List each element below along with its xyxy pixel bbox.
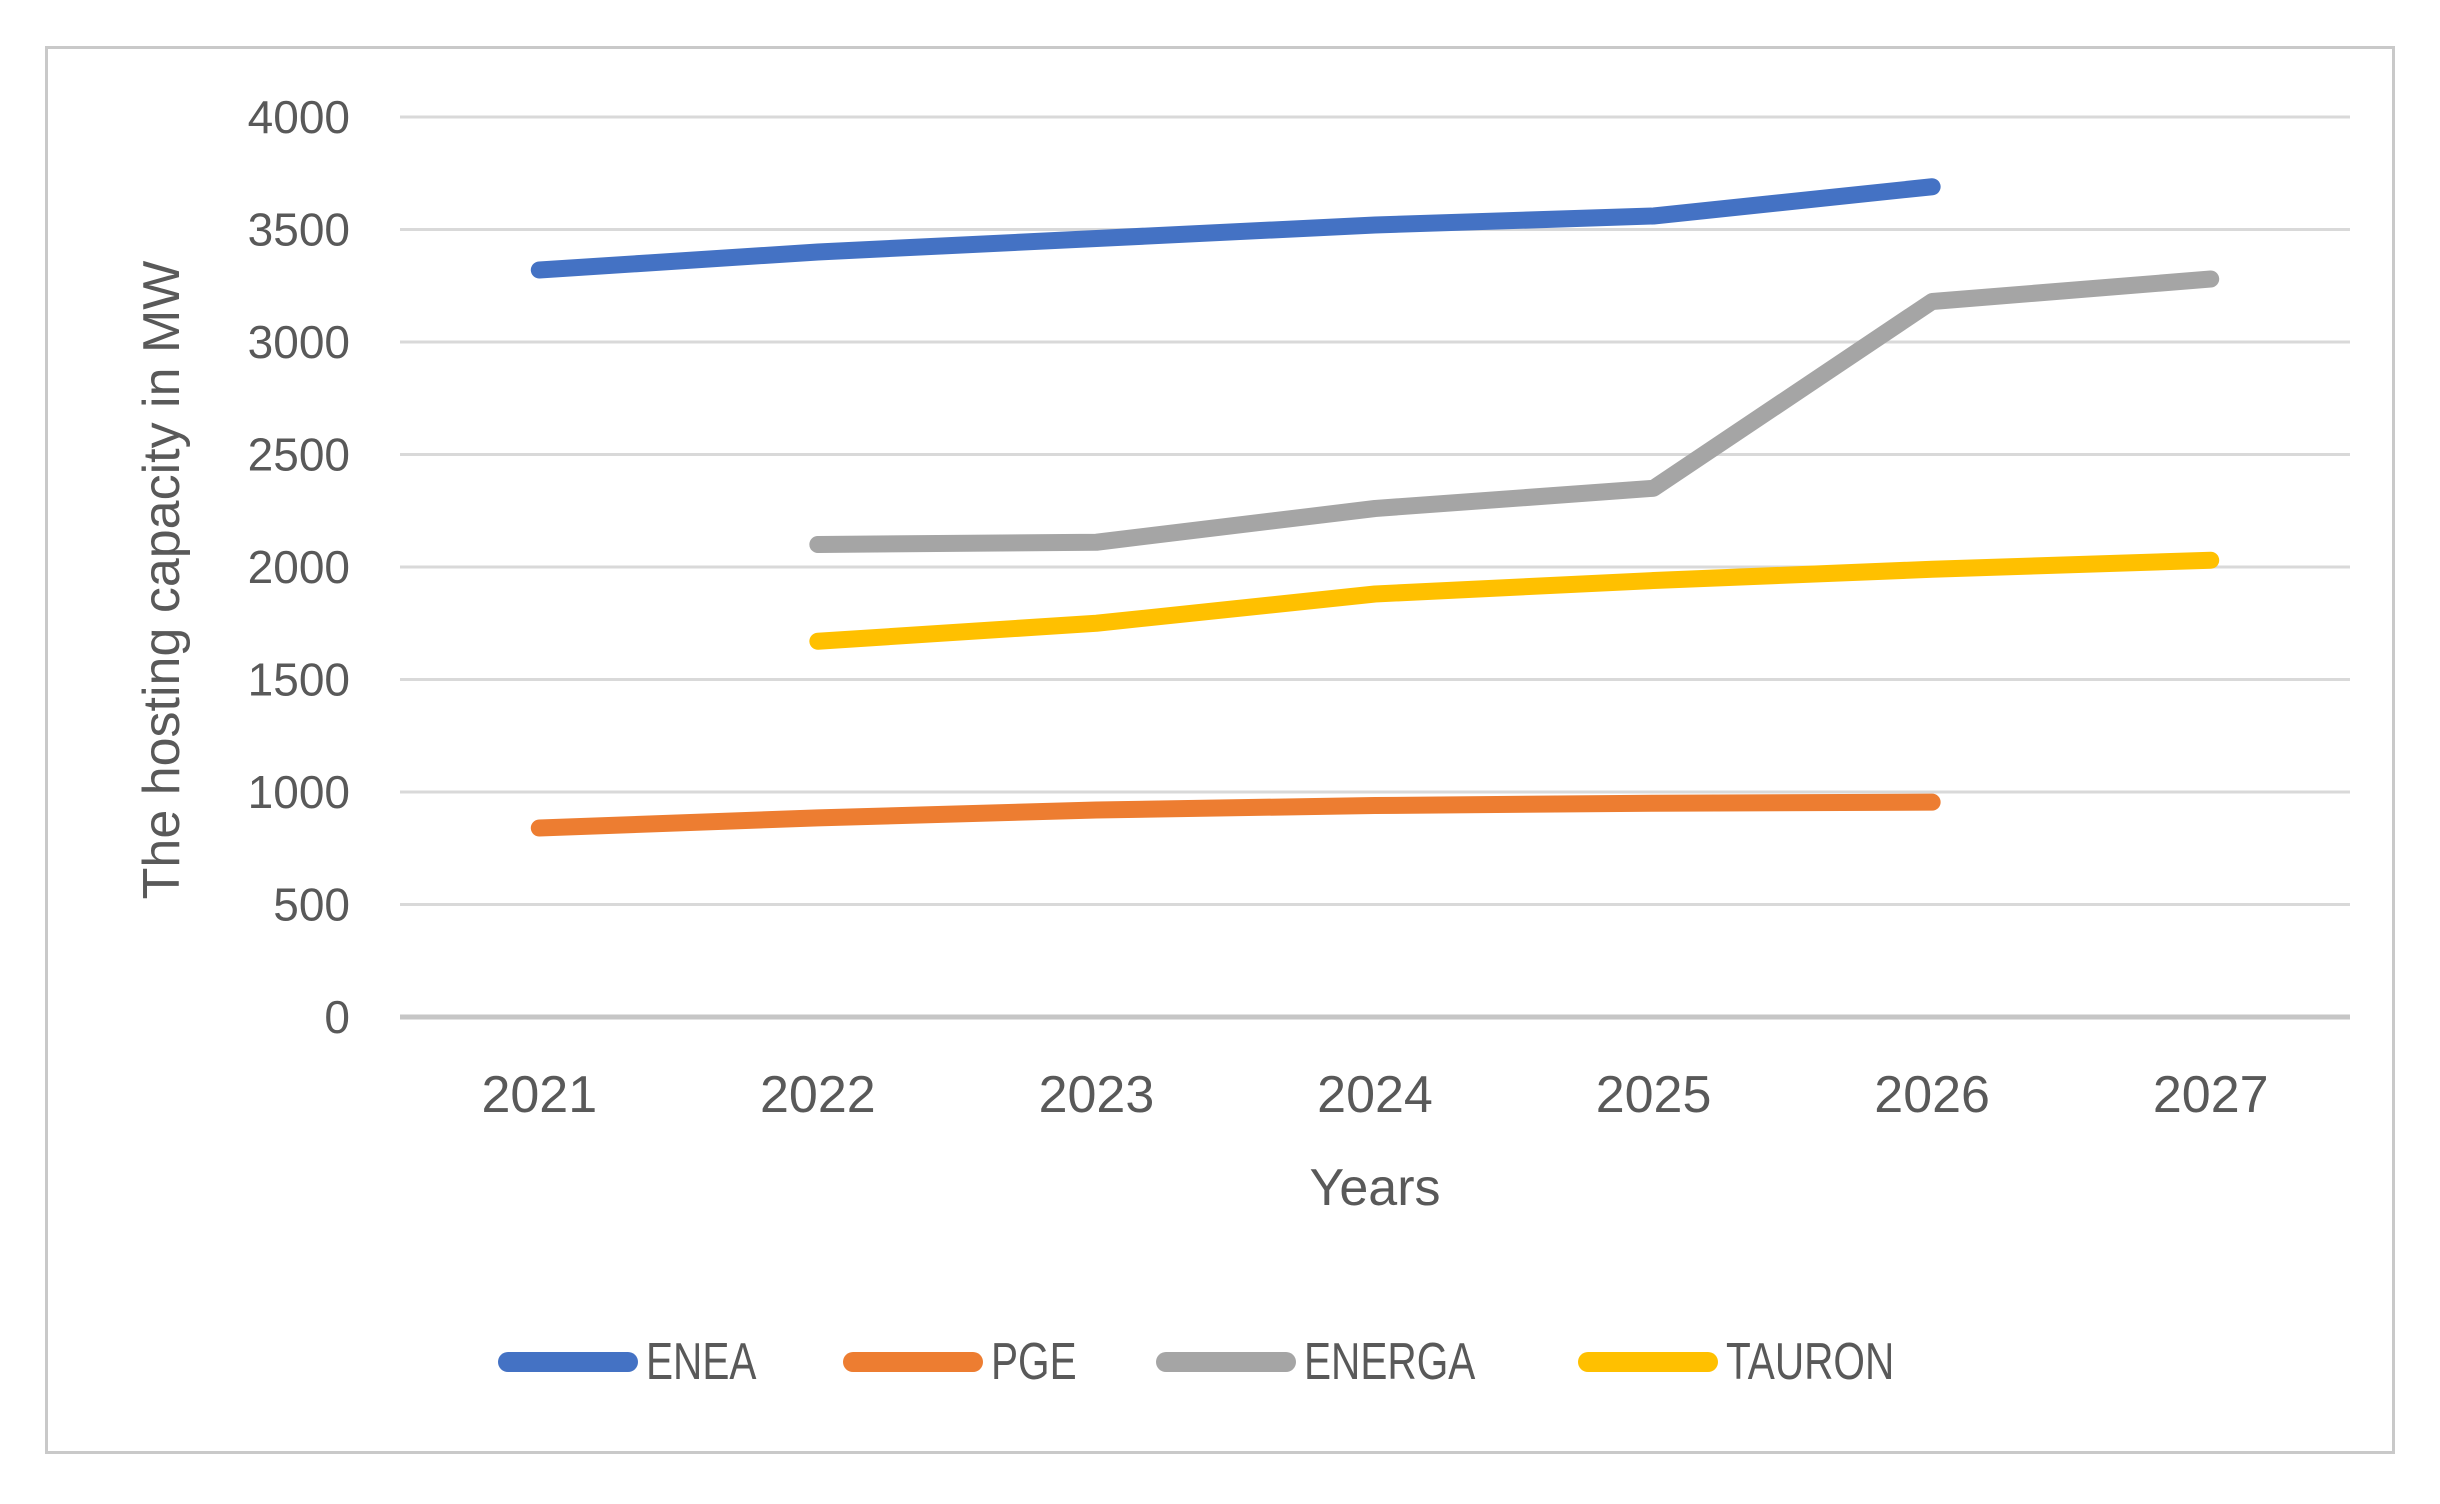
legend-item-tauron: TAURON — [1578, 1332, 1942, 1392]
y-axis-title: The hosting capacity in MW — [133, 260, 191, 900]
x-tick-label: 2026 — [1874, 1066, 1990, 1124]
x-tick-label: 2025 — [1596, 1066, 1712, 1124]
y-tick-label: 3500 — [248, 204, 350, 256]
y-axis-tick-labels: 0 500 1000 1500 2000 2500 3000 3500 4000 — [248, 91, 350, 1043]
legend-label: TAURON — [1726, 1333, 1895, 1391]
series-line-tauron — [809, 551, 2220, 650]
x-tick-label: 2023 — [1039, 1066, 1155, 1124]
legend-swatch-pge — [842, 1352, 983, 1372]
x-tick-label: 2024 — [1317, 1066, 1433, 1124]
chart-legend: ENEA PGE ENERGA TAURON — [0, 1322, 2440, 1402]
x-tick-label: 2022 — [760, 1066, 876, 1124]
series-line-energa — [809, 270, 2220, 553]
y-tick-label: 1000 — [248, 766, 350, 818]
y-tick-label: 500 — [273, 879, 350, 931]
legend-label: ENEA — [646, 1333, 757, 1391]
legend-swatch-tauron — [1578, 1352, 1719, 1372]
series-line-pge — [530, 793, 1941, 837]
y-tick-label: 4000 — [248, 91, 350, 143]
y-tick-label: 2000 — [248, 541, 350, 593]
y-tick-label: 2500 — [248, 429, 350, 481]
legend-label: PGE — [990, 1333, 1077, 1391]
legend-label: ENERGA — [1303, 1333, 1475, 1391]
x-tick-label: 2027 — [2153, 1066, 2269, 1124]
legend-item-enea: ENEA — [498, 1332, 788, 1392]
figure-border — [45, 46, 2395, 1454]
legend-item-energa: ENERGA — [1155, 1332, 1524, 1392]
series-line-enea — [530, 178, 1941, 279]
legend-swatch-enea — [498, 1352, 639, 1372]
legend-swatch-energa — [1155, 1352, 1296, 1372]
gridlines — [400, 115, 2350, 1020]
legend-item-pge: PGE — [842, 1332, 1101, 1392]
x-axis-tick-labels: 2021 2022 2023 2024 2025 2026 2027 — [481, 1066, 2268, 1124]
y-tick-label: 1500 — [248, 654, 350, 706]
y-tick-label: 0 — [324, 991, 350, 1043]
x-axis-title: Years — [1309, 1159, 1441, 1217]
x-tick-label: 2021 — [481, 1066, 597, 1124]
y-tick-label: 3000 — [248, 316, 350, 368]
series-lines — [530, 178, 2220, 837]
